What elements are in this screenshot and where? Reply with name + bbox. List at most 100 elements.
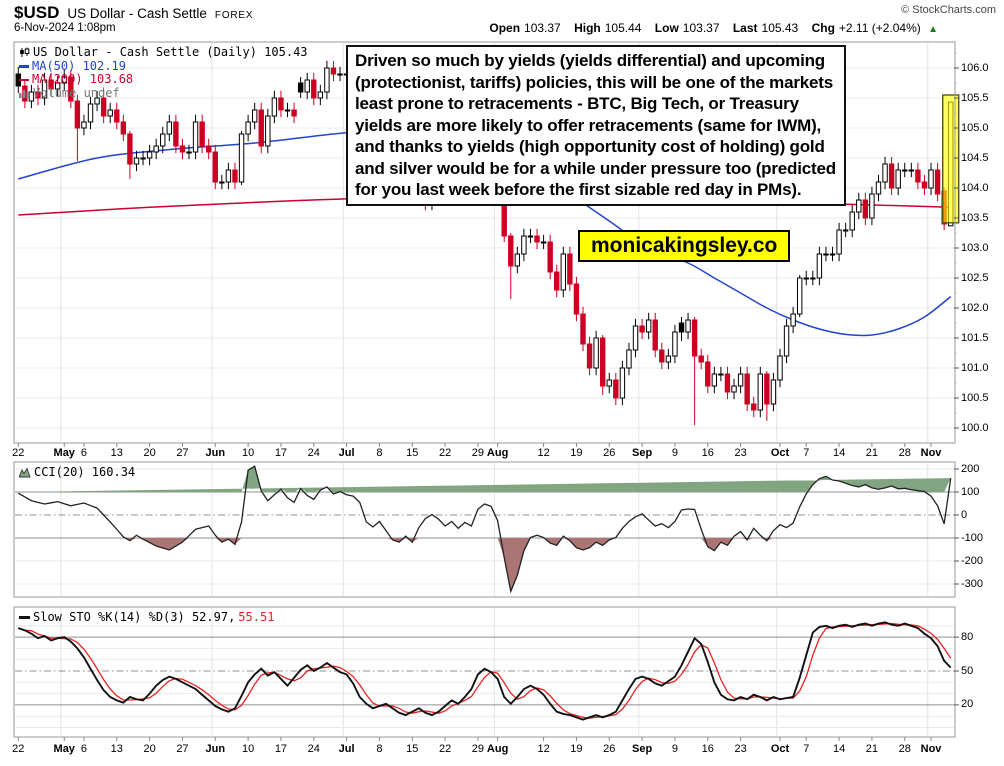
- x-tick-label: 26: [603, 743, 616, 755]
- y-tick-label: 80: [961, 630, 974, 643]
- exchange-label: FOREX: [214, 10, 254, 21]
- chg-value: +2.11 (+2.04%): [838, 21, 921, 35]
- x-tick-label: 23: [734, 447, 747, 459]
- open-value: 103.37: [524, 21, 561, 35]
- y-tick-label: 103.5: [961, 211, 989, 224]
- x-tick-label: 24: [307, 447, 320, 459]
- last-label: Last: [732, 21, 758, 35]
- quote-summary: Open 103.37 High 105.44 Low 103.37 Last 105.…: [489, 21, 938, 35]
- x-tick-label: 17: [274, 743, 288, 755]
- watermark-label: monicakingsley.co: [578, 230, 791, 262]
- y-tick-label: 102.0: [961, 301, 989, 314]
- x-tick-label: 20: [143, 447, 156, 459]
- x-tick-label: 19: [570, 447, 583, 459]
- y-tick-label: 100: [961, 485, 980, 498]
- x-tick-label: Jul: [338, 743, 355, 755]
- copyright: © StockCharts.com: [901, 4, 996, 16]
- y-tick-label: 101.5: [961, 331, 989, 344]
- x-tick-label: 7: [803, 447, 810, 459]
- y-tick-label: 100.5: [961, 391, 989, 404]
- y-tick-label: 103.0: [961, 241, 989, 254]
- x-tick-label: 12: [537, 743, 550, 755]
- symbol-name: US Dollar - Cash Settle: [67, 6, 207, 21]
- x-tick-label: Oct: [770, 743, 790, 755]
- x-tick-label: 8: [376, 743, 383, 755]
- x-tick-label: 27: [176, 447, 189, 459]
- x-tick-label: Oct: [770, 447, 790, 459]
- y-tick-label: 0: [961, 508, 968, 521]
- x-tick-label: Aug: [486, 743, 509, 755]
- x-tick-label: 19: [570, 743, 583, 755]
- y-tick-label: -300: [961, 577, 984, 590]
- symbol: $USD: [14, 3, 60, 22]
- chg-label: Chg: [811, 21, 835, 35]
- x-tick-label: 20: [143, 743, 156, 755]
- x-tick-label: 17: [274, 447, 288, 459]
- y-tick-label: 102.5: [961, 271, 989, 284]
- x-tick-label: May: [53, 447, 75, 459]
- x-tick-label: Jul: [338, 447, 355, 459]
- x-tick-label: 29: [471, 447, 485, 459]
- x-tick-label: 22: [12, 447, 25, 459]
- x-tick-label: 28: [898, 447, 911, 459]
- x-tick-label: 10: [241, 447, 255, 459]
- x-tick-label: 16: [701, 447, 714, 459]
- y-tick-label: -200: [961, 554, 984, 567]
- x-tick-label: 26: [603, 447, 616, 459]
- x-tick-label: 7: [803, 743, 810, 755]
- x-tick-label: 23: [734, 743, 747, 755]
- x-tick-label: Aug: [486, 447, 509, 459]
- y-tick-label: 106.0: [961, 61, 989, 74]
- x-tick-label: 14: [832, 447, 846, 459]
- x-tick-label: 9: [671, 447, 678, 459]
- x-tick-label: 15: [406, 447, 419, 459]
- x-tick-label: Sep: [632, 447, 653, 459]
- x-tick-label: 15: [406, 743, 419, 755]
- open-label: Open: [489, 21, 521, 35]
- x-tick-label: 9: [671, 743, 678, 755]
- y-tick-label: 101.0: [961, 361, 989, 374]
- y-tick-label: 105.0: [961, 121, 989, 134]
- chart-datetime: 6-Nov-2024 1:08pm: [14, 22, 116, 34]
- high-label: High: [574, 21, 601, 35]
- x-tick-label: 22: [12, 743, 25, 755]
- x-tick-label: 10: [241, 743, 255, 755]
- y-tick-label: 105.5: [961, 91, 989, 104]
- x-tick-label: Sep: [632, 743, 653, 755]
- chart-header: $USD US Dollar - Cash Settle FOREX: [14, 3, 253, 23]
- x-tick-label: Jun: [205, 743, 226, 755]
- x-tick-label: 13: [110, 447, 123, 459]
- x-tick-label: Nov: [920, 743, 942, 755]
- x-tick-label: 14: [832, 743, 846, 755]
- y-tick-label: -100: [961, 531, 984, 544]
- x-tick-label: Jun: [205, 447, 226, 459]
- y-tick-label: 200: [961, 462, 980, 475]
- x-tick-label: 21: [865, 447, 879, 459]
- x-tick-label: 6: [80, 447, 87, 459]
- y-tick-label: 104.0: [961, 181, 989, 194]
- low-value: 103.37: [682, 21, 720, 35]
- annotation-text-box: Driven so much by yields (yields differe…: [346, 45, 846, 206]
- last-value: 105.43: [761, 21, 799, 35]
- x-tick-label: 13: [110, 743, 123, 755]
- x-tick-label: 16: [701, 743, 714, 755]
- x-tick-label: 24: [307, 743, 320, 755]
- x-tick-label: 22: [438, 447, 452, 459]
- x-tick-label: 28: [898, 743, 911, 755]
- x-tick-label: 29: [471, 743, 485, 755]
- x-tick-label: Nov: [920, 447, 942, 459]
- x-tick-label: 27: [176, 743, 189, 755]
- y-tick-label: 50: [961, 664, 974, 677]
- up-triangle-icon: ▲: [928, 24, 938, 35]
- x-tick-label: 6: [80, 743, 87, 755]
- high-value: 105.44: [604, 21, 642, 35]
- x-tick-label: 12: [537, 447, 550, 459]
- x-tick-label: 22: [438, 743, 452, 755]
- y-tick-label: 20: [961, 698, 974, 711]
- x-tick-label: 21: [865, 743, 879, 755]
- low-label: Low: [654, 21, 679, 35]
- x-tick-label: 8: [376, 447, 383, 459]
- x-tick-label: May: [53, 743, 75, 755]
- y-tick-label: 100.0: [961, 421, 989, 434]
